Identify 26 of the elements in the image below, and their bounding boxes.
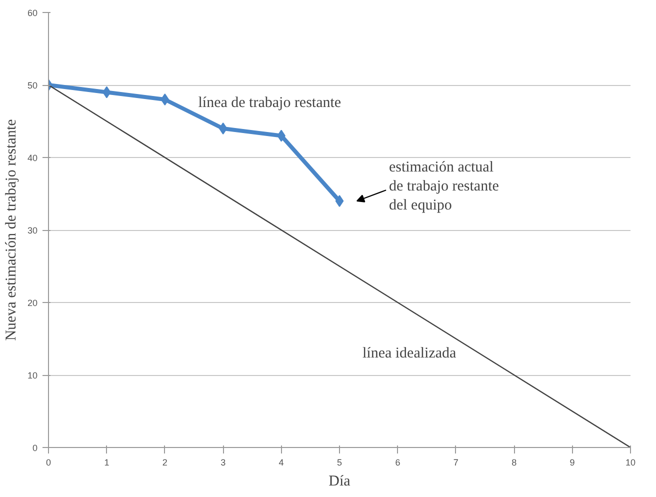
y-tick-label: 30 (27, 226, 38, 236)
y-tick-label: 60 (27, 8, 38, 18)
annotation: línea de trabajo restante (198, 95, 342, 112)
y-tick-label: 40 (27, 153, 38, 163)
y-tick-label: 50 (27, 80, 38, 90)
x-tick-label: 8 (512, 458, 517, 468)
point (335, 195, 344, 207)
annotation: estimación actual de trabajo restante del equipo (388, 159, 500, 214)
x-axis-title: Día (328, 474, 351, 490)
y-tick-label: 20 (27, 298, 38, 308)
annotation: línea idealizada (362, 345, 457, 362)
y-axis-title: Nueva estimación de trabajo restante (3, 118, 20, 341)
x-tick-label: 2 (162, 458, 168, 468)
x-tick-label: 4 (278, 458, 284, 468)
point (160, 94, 170, 106)
x-tick-label: 3 (220, 458, 226, 468)
x-tick-label: 6 (395, 458, 400, 468)
x-tick-label: 5 (336, 458, 342, 468)
x-tick-label: 10 (625, 458, 636, 468)
y-tick-label: 0 (32, 443, 38, 453)
x-tick-label: 9 (570, 458, 575, 468)
point (218, 122, 228, 134)
x-tick-label: 7 (453, 458, 458, 468)
y-tick-label: 10 (27, 370, 38, 380)
x-tick-label: 0 (46, 458, 52, 468)
x-tick-label: 1 (104, 458, 110, 468)
